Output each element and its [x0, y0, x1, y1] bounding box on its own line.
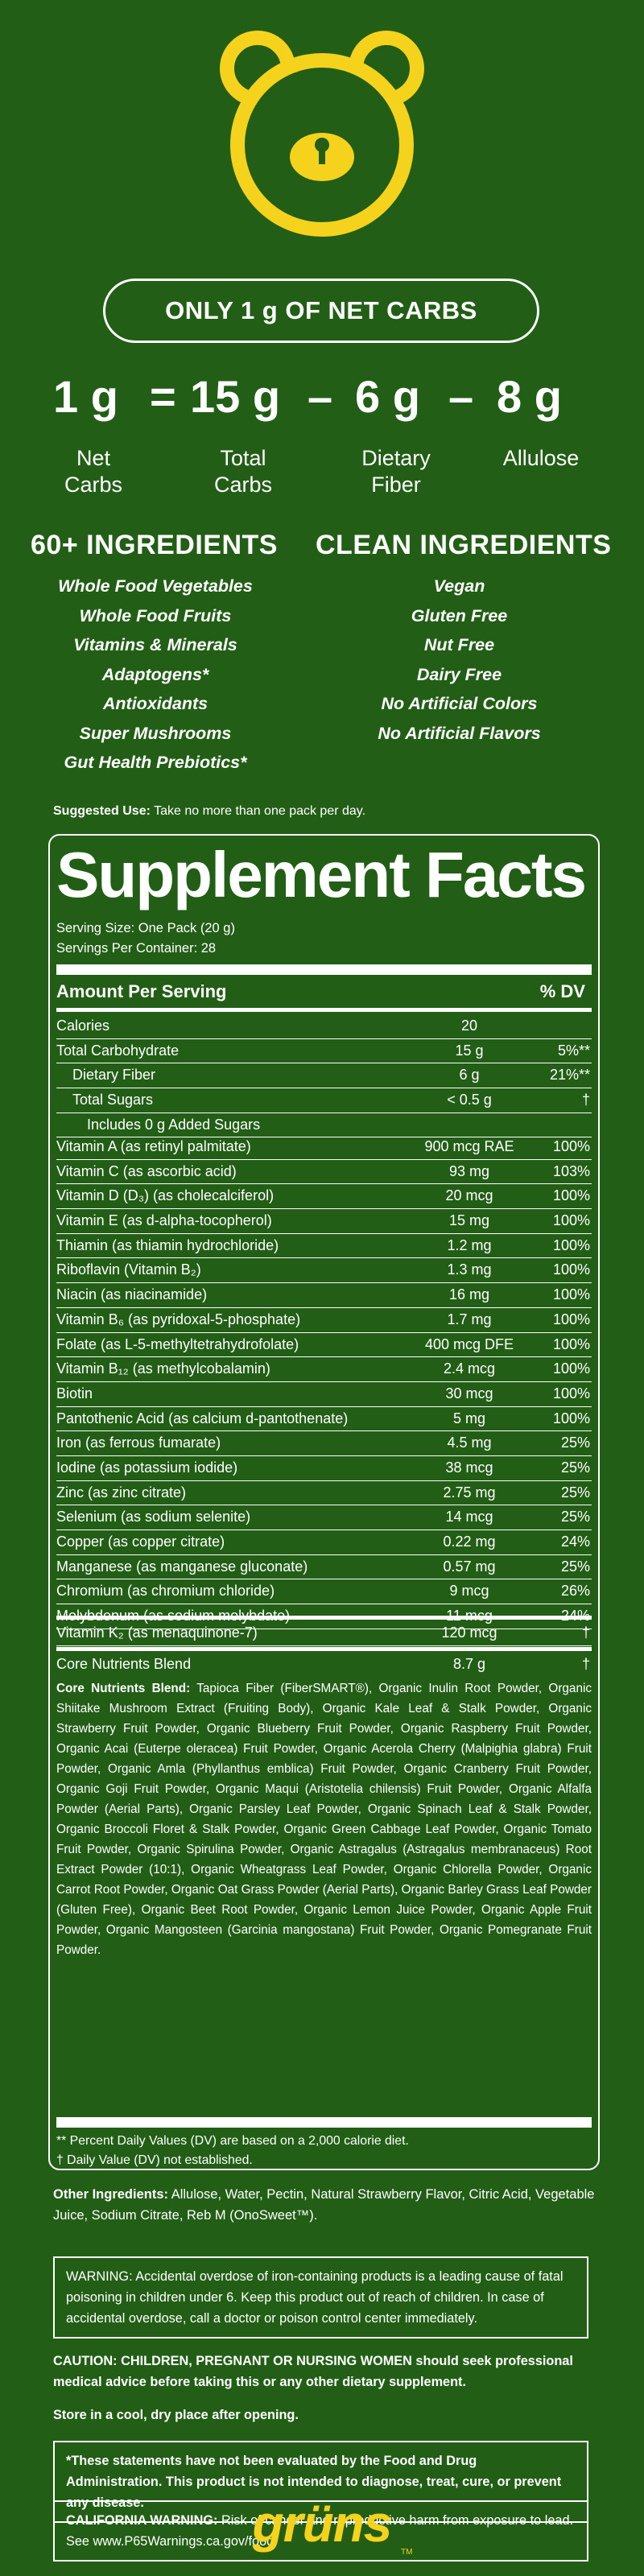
- table-row: Iron (as ferrous fumarate) 4.5 mg 25%: [56, 1431, 592, 1456]
- dietary-fiber-label: Dietary Fiber: [361, 446, 431, 497]
- divider: [56, 964, 592, 975]
- table-row: Core Nutrients Blend 8.7 g †: [56, 1656, 590, 1672]
- table-row: Pantothenic Acid (as calcium d-pantothen…: [56, 1407, 592, 1432]
- serving-size: Serving Size: One Pack (20 g): [56, 921, 235, 935]
- table-row: Thiamin (as thiamin hydrochloride) 1.2 mg…: [56, 1234, 592, 1259]
- divider: [56, 1616, 592, 1620]
- equals-sign: =: [150, 371, 176, 422]
- fiber-value: 6 g: [355, 371, 420, 422]
- list-item: Whole Food Vegetables: [58, 576, 253, 596]
- table-row: Vitamin K₂ (as menaquinone-7) 120 mcg †: [56, 1621, 592, 1646]
- iron-warning-box: WARNING: Accidental overdose of iron-con…: [53, 2256, 588, 2339]
- table-row: Vitamin B₁₂ (as methylcobalamin) 2.4 mcg 1…: [56, 1357, 592, 1382]
- table-row: Vitamin B₆ (as pyridoxal-5-phosphate) 1.7…: [56, 1308, 592, 1333]
- allulose-label: Allulose: [502, 446, 580, 470]
- macro-rows: Calories 20 Total Carbohydrate 15 g 5%** Di…: [56, 1014, 592, 1138]
- table-row: Total Carbohydrate 15 g 5%**: [56, 1039, 592, 1064]
- list-item: Gluten Free: [411, 605, 508, 625]
- trademark-mark: TM: [401, 2548, 413, 2557]
- supplement-facts-panel: Supplement Facts Serving Size: One Pack …: [48, 834, 600, 2170]
- total-carbs-value: 15 g: [190, 371, 281, 422]
- list-item: Dairy Free: [416, 664, 502, 684]
- clean-ingredients-list: Vegan Gluten Free Nut Free Dairy Free No…: [336, 572, 582, 748]
- list-item: No Artificial Colors: [381, 694, 538, 713]
- net-carbs-value: 1 g: [53, 371, 118, 422]
- california-warning-box: CALIFORNIA WARNING: Risk of cancer and r…: [53, 2500, 588, 2562]
- gruns-logo: grüns: [252, 2495, 393, 2553]
- table-row: Includes 0 g Added Sugars: [56, 1113, 592, 1138]
- net-carbs-banner: ONLY 1 g OF NET CARBS: [103, 279, 539, 343]
- servings-per-container: Servings Per Container: 28: [56, 941, 217, 956]
- list-item: Antioxidants: [102, 694, 208, 713]
- table-row: Manganese (as manganese gluconate) 0.57 m…: [56, 1555, 592, 1580]
- ingredients-heading: 60+ INGREDIENTS: [31, 530, 278, 560]
- table-row: Selenium (as sodium selenite) 14 mcg 25%: [56, 1505, 592, 1530]
- list-item: Whole Food Fruits: [79, 605, 232, 625]
- bear-face-icon: [220, 31, 424, 237]
- table-row: Chromium (as chromium chloride) 9 mcg 26%: [56, 1579, 592, 1605]
- storage-text: Store in a cool, dry place after opening…: [53, 2408, 299, 2422]
- carb-equation: 1 g = 15 g – 6 g – 8 g: [0, 370, 644, 435]
- table-row: Niacin (as niacinamide) 16 mg 100%: [56, 1283, 592, 1308]
- table-row: Biotin 30 mcg 100%: [56, 1382, 592, 1407]
- divider: [56, 1647, 592, 1651]
- table-row: Total Sugars < 0.5 g †: [56, 1088, 592, 1113]
- list-item: Adaptogens*: [101, 664, 209, 684]
- minus-sign: –: [448, 371, 474, 422]
- list-item: Gut Health Prebiotics*: [64, 753, 247, 772]
- divider: [56, 2117, 592, 2128]
- other-ingredients: Other Ingredients: Allulose, Water, Pect…: [53, 2187, 595, 2223]
- table-row: Iodine (as potassium iodide) 38 mcg 25%: [56, 1456, 592, 1481]
- table-row: Zinc (as zinc citrate) 2.75 mg 25%: [56, 1481, 592, 1506]
- ingredients-list: Whole Food Vegetables Whole Food Fruits …: [31, 572, 280, 778]
- divider: [56, 1008, 592, 1012]
- supplement-facts-title: Supplement Facts: [56, 839, 587, 910]
- table-row: Calories 20: [56, 1014, 592, 1039]
- table-row: Folate (as L-5-methyltetrahydrofolate) 40…: [56, 1333, 592, 1358]
- footnote-not-established: † Daily Value (DV) not established.: [56, 2153, 253, 2167]
- allulose-value: 8 g: [497, 371, 562, 422]
- fda-disclaimer-box: *These statements have not been evaluate…: [53, 2441, 588, 2523]
- amount-per-serving-header: Amount Per Serving % DV: [56, 981, 585, 1001]
- table-row: Vitamin C (as ascorbic acid) 93 mg 103%: [56, 1160, 592, 1185]
- core-blend-row-wrap: Core Nutrients Blend 8.7 g †: [56, 1653, 592, 1677]
- caution-text: CAUTION: CHILDREN, PREGNANT OR NURSING W…: [53, 2354, 573, 2389]
- minus-sign: –: [308, 371, 333, 422]
- vitamin-k-row-wrap: Vitamin K₂ (as menaquinone-7) 120 mcg †: [56, 1621, 592, 1646]
- suggested-use: Suggested Use: Take no more than one pac…: [53, 804, 366, 818]
- core-blend-ingredients: Core Nutrients Blend: Tapioca Fiber (Fib…: [56, 1682, 592, 1957]
- table-row: Dietary Fiber 6 g 21%**: [56, 1063, 592, 1089]
- total-carbs-label: Total Carbs: [213, 446, 273, 497]
- list-item: No Artificial Flavors: [378, 723, 541, 743]
- list-item: Vegan: [433, 576, 485, 596]
- list-item: Vitamins & Minerals: [73, 635, 237, 654]
- table-row: Copper (as copper citrate) 0.22 mg 24%: [56, 1530, 592, 1555]
- table-row: Vitamin A (as retinyl palmitate) 900 mcg …: [56, 1135, 592, 1160]
- table-row: Vitamin D (D₃) (as cholecalciferol) 20 mc…: [56, 1184, 592, 1210]
- footnote-dv: ** Percent Daily Values (DV) are based o…: [56, 2134, 409, 2148]
- table-row: Vitamin E (as d-alpha-tocopherol) 15 mg 10…: [56, 1209, 592, 1234]
- net-carbs-label: Net Carbs: [64, 446, 123, 497]
- clean-ingredients-heading: CLEAN INGREDIENTS: [316, 530, 612, 560]
- list-item: Nut Free: [423, 635, 495, 654]
- vitamin-rows: Vitamin A (as retinyl palmitate) 900 mcg …: [56, 1135, 592, 1629]
- table-row: Riboflavin (Vitamin B₂) 1.3 mg 100%: [56, 1258, 592, 1284]
- list-item: Super Mushrooms: [79, 723, 232, 743]
